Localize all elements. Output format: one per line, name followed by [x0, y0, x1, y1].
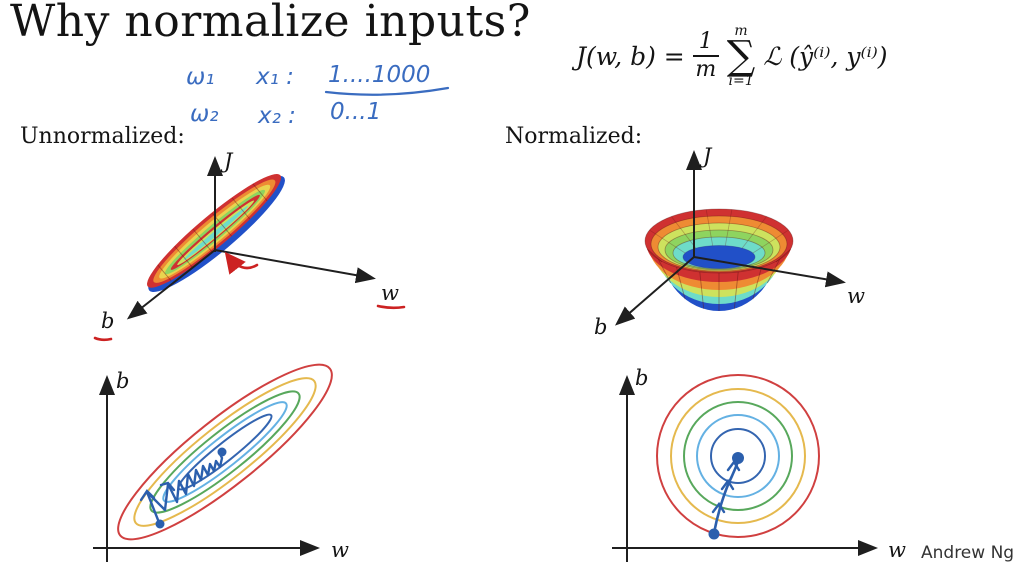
w-axis — [214, 249, 376, 284]
contour-yellow — [133, 377, 317, 527]
minimum-dot — [217, 447, 227, 457]
j-axis-label: J — [699, 144, 713, 168]
author-credit: Andrew Ng — [921, 543, 1015, 563]
annotation-x2-range: 0...1 — [330, 99, 381, 125]
contour-red — [656, 374, 820, 538]
fraction-numerator: 1 — [698, 29, 713, 54]
annotation-w1: ω₁ — [186, 64, 214, 90]
bowl-floor-blue — [682, 245, 756, 269]
annotation-x2: x₂ : — [257, 103, 296, 129]
slide-title: Why normalize inputs? — [10, 0, 531, 47]
w-axis — [693, 256, 846, 288]
j-axis-label: J — [220, 149, 234, 173]
annotation-w2: ω₂ — [190, 101, 218, 127]
normalized-cost-surface — [644, 208, 794, 311]
sum-lower-limit: i=1 — [728, 73, 754, 89]
b-axis — [126, 249, 216, 320]
formula-fraction: 1 m — [692, 29, 719, 82]
bowl-inner-mesh — [649, 209, 789, 254]
descent-start-dot — [155, 519, 165, 529]
contour-green — [149, 390, 301, 514]
w-axis-label: w — [847, 284, 865, 308]
disk-mesh-lines — [156, 183, 270, 285]
b-axis-label: b — [594, 315, 607, 339]
descent-start-dot — [708, 528, 720, 540]
w-red-underline — [376, 304, 406, 310]
contour-yellow — [670, 388, 806, 524]
w-axis-label: w — [381, 281, 399, 305]
annotation-x1: x₁ : — [255, 64, 294, 90]
normalized-contour-plot: b w — [612, 366, 906, 562]
sum-upper-limit: m — [734, 23, 748, 39]
circular-contours — [656, 374, 820, 538]
normalized-3d-plot: J w b — [594, 144, 865, 339]
sum-symbol: ∑ — [726, 33, 756, 79]
red-curved-arrow — [224, 251, 259, 275]
contour-green — [683, 401, 793, 511]
unnormalized-3d-plot: J w b — [93, 149, 406, 342]
formula-lhs: J(w, b) = — [576, 41, 685, 71]
b-axis-label: b — [101, 309, 114, 333]
unnormalized-contour-plot: b w — [93, 363, 349, 562]
handwritten-annotation: ω₁ x₁ : 1....1000 ω₂ x₂ : 0...1 — [186, 62, 450, 129]
contour-lightblue — [162, 401, 288, 503]
contour-red — [117, 363, 333, 541]
w-axis-label: w — [888, 538, 906, 562]
fraction-denominator: m — [695, 57, 717, 82]
b-axis — [614, 256, 695, 326]
formula-summation: m ∑ i=1 — [727, 24, 756, 88]
fraction-bar — [692, 55, 719, 57]
formula-rhs: ℒ (ŷ⁽ⁱ⁾, y⁽ⁱ⁾) — [763, 41, 888, 71]
annotation-underline — [324, 86, 450, 96]
contour-lightblue — [696, 414, 780, 498]
section-label-normalized: Normalized: — [505, 124, 643, 149]
minimum-dot — [732, 452, 744, 464]
cost-function-formula: J(w, b) = 1 m m ∑ i=1 ℒ (ŷ⁽ⁱ⁾, y⁽ⁱ⁾) — [576, 24, 888, 88]
b-axis-label: b — [116, 369, 129, 393]
zigzag-arrowheads — [139, 481, 176, 502]
section-label-unnormalized: Unnormalized: — [20, 124, 185, 149]
w-axis-label: w — [331, 538, 349, 562]
b-red-underline — [93, 336, 113, 342]
annotation-x1-range: 1....1000 — [328, 62, 430, 88]
b-axis-label: b — [635, 366, 648, 390]
contour-blue — [710, 428, 766, 484]
